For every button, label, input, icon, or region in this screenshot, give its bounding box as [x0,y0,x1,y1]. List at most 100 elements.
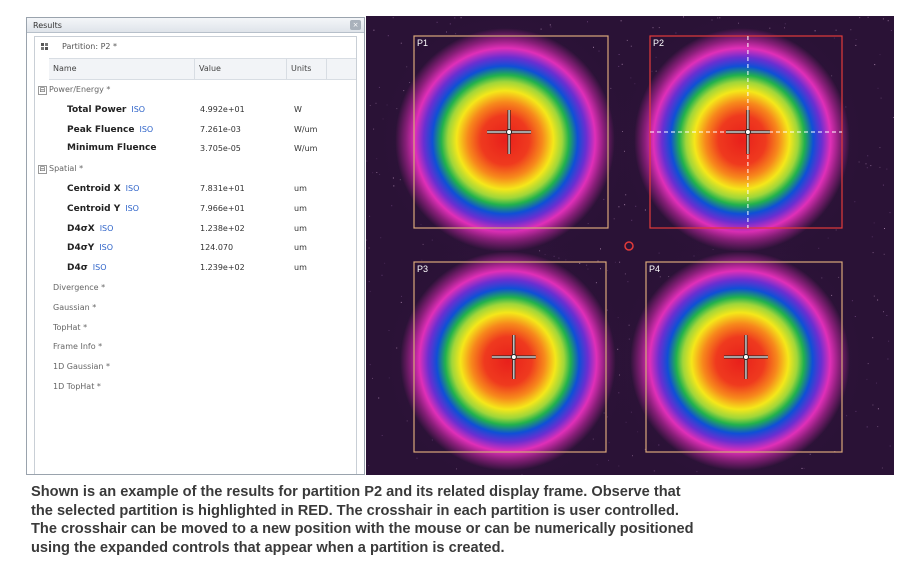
partition-label: P1 [417,38,428,48]
collapsed-group-label: Gaussian * [53,302,97,312]
crosshair-icon[interactable] [491,335,536,379]
result-units: um [294,243,307,253]
result-name-text: Centroid Y [67,203,121,214]
results-title: Results [33,21,62,30]
results-rows: ⊟ Power/Energy * Total Power ISO 4.992e+01 W P… [35,80,356,397]
result-name: Minimum Fluence [67,139,156,159]
beam-spot [634,28,850,252]
result-name: Centroid X ISO [67,179,139,200]
table-header: Name Value Units [49,58,356,80]
result-units: um [294,203,307,213]
result-value: 3.705e-05 [200,144,241,154]
column-header-units[interactable]: Units [287,59,327,79]
partition-label: P4 [649,264,660,274]
beam-profile-canvas[interactable]: P1 P2 P3 P4 [366,16,894,475]
result-name: D4σY ISO [67,238,113,259]
crosshair-icon[interactable] [725,110,770,154]
result-row[interactable]: Total Power ISO 4.992e+01 W [35,100,356,120]
result-units: W [294,104,302,114]
partition-p3[interactable]: P3 [373,223,643,476]
iso-badge: ISO [139,124,154,134]
results-table: Partition: P2 * Name Value Units ⊟ Power/… [34,36,357,474]
result-row[interactable]: D4σ ISO 1.239e+02 um [35,258,356,278]
beam-spot [395,28,615,252]
result-name: D4σX ISO [67,219,113,240]
iso-badge: ISO [99,223,114,233]
result-value: 7.831e+01 [200,183,245,193]
collapsed-group-label: Frame Info * [53,342,103,352]
result-units: um [294,223,307,233]
partition-frame[interactable] [645,261,843,453]
group-row[interactable]: ⊟ Spatial * [35,159,356,179]
result-name: Peak Fluence ISO [67,120,153,141]
column-header-value[interactable]: Value [195,59,287,79]
iso-badge: ISO [131,104,146,114]
partition-label: Partition: P2 * [62,42,118,51]
beam-profile-view[interactable]: P1 P2 P3 P4 [366,16,894,475]
collapsed-group-label: Divergence * [53,282,106,292]
caption-line-1: Shown is an example of the results for p… [31,484,681,500]
collapsed-group-row[interactable]: 1D TopHat * [35,377,356,397]
result-row[interactable]: Centroid X ISO 7.831e+01 um [35,179,356,199]
result-name-text: D4σX [67,223,95,234]
result-units: W/um [294,144,318,154]
collapsed-group-label: 1D TopHat * [53,381,101,391]
partition-label: P3 [417,264,428,274]
close-icon[interactable]: × [350,20,361,30]
results-titlebar: Results × [27,18,364,33]
iso-badge: ISO [125,203,139,213]
group-label: Power/Energy * [49,85,111,94]
partition-selector[interactable]: Partition: P2 * [35,37,356,57]
collapsed-group-row[interactable]: Gaussian * [35,298,356,318]
partition-p2[interactable]: P2 [607,16,877,280]
result-name: Total Power ISO [67,100,145,121]
result-row[interactable]: Minimum Fluence 3.705e-05 W/um [35,139,356,159]
result-value: 7.966e+01 [200,203,245,213]
column-header-name[interactable]: Name [49,59,195,79]
result-value: 1.239e+02 [200,263,245,273]
result-value: 1.238e+02 [200,223,245,233]
result-name-text: Centroid X [67,183,121,194]
figure-caption: Shown is an example of the results for p… [31,483,911,557]
result-value: 7.261e-03 [200,124,241,134]
result-row[interactable]: D4σX ISO 1.238e+02 um [35,219,356,239]
beam-spot [630,251,850,471]
result-name-text: Total Power [67,104,127,115]
results-panel: Results × Partition: P2 * Name Value Uni… [26,17,365,475]
result-name-text: D4σY [67,243,95,254]
group-row[interactable]: ⊟ Power/Energy * [35,80,356,100]
result-name-text: Peak Fluence [67,124,135,135]
collapse-icon[interactable]: ⊟ [38,165,47,175]
caption-line-4: using the expanded controls that appear … [31,539,505,556]
result-value: 4.992e+01 [200,104,245,114]
iso-badge: ISO [92,263,107,273]
iso-badge: ISO [125,183,140,193]
result-row[interactable]: Peak Fluence ISO 7.261e-03 W/um [35,120,356,140]
group-label: Spatial * [49,164,84,174]
iso-badge: ISO [99,243,113,253]
partition-center-handle[interactable] [624,241,634,251]
collapse-icon[interactable]: ⊟ [38,86,47,95]
result-units: W/um [294,124,318,134]
result-name-text: D4σ [67,263,88,274]
partition-p1[interactable]: P1 [367,16,643,280]
caption-line-3: The crosshair can be moved to a new posi… [31,521,694,538]
result-value: 124.070 [200,243,234,253]
partition-icon [41,43,48,50]
collapsed-group-row[interactable]: TopHat * [35,318,356,338]
result-units: um [294,263,307,273]
partition-label: P2 [653,38,664,48]
partition-p4[interactable]: P4 [602,223,878,476]
collapsed-group-row[interactable]: 1D Gaussian * [35,357,356,377]
result-row[interactable]: Centroid Y ISO 7.966e+01 um [35,199,356,219]
result-name-text: Minimum Fluence [67,143,157,154]
result-row[interactable]: D4σY ISO 124.070 um [35,238,356,258]
collapsed-group-label: 1D Gaussian * [53,362,111,372]
crosshair-icon[interactable] [723,335,768,379]
beam-spot [400,251,616,471]
collapsed-group-row[interactable]: Frame Info * [35,337,356,357]
result-name: Centroid Y ISO [67,199,139,220]
collapsed-group-row[interactable]: Divergence * [35,278,356,298]
collapsed-group-label: TopHat * [53,322,88,332]
crosshair-icon[interactable] [487,110,532,154]
